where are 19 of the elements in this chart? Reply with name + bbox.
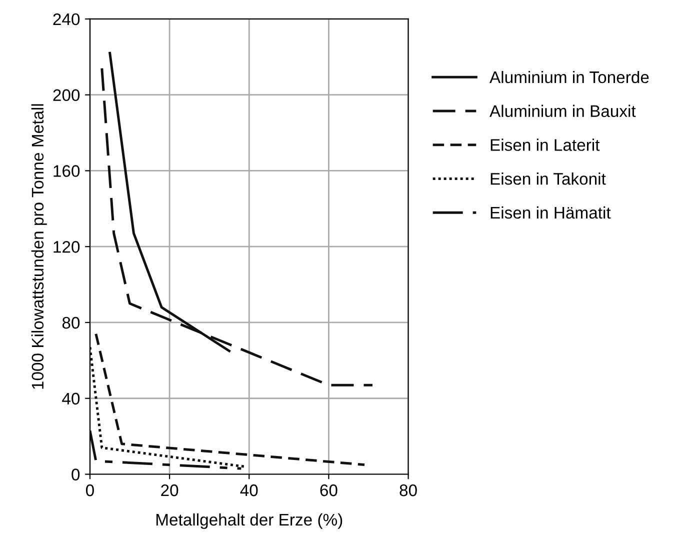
legend-label: Aluminium in Tonerde xyxy=(490,70,649,84)
x-tick-label: 60 xyxy=(320,484,338,496)
x-tick-label: 20 xyxy=(161,484,178,496)
x-tick-label: 80 xyxy=(400,484,417,496)
y-tick-label: 160 xyxy=(54,165,80,177)
legend-label: Eisen in Hämatit xyxy=(490,206,611,219)
y-tick-label: 40 xyxy=(62,392,80,405)
y-tick-label: 0 xyxy=(72,468,80,480)
y-tick-label: 80 xyxy=(62,316,80,329)
y-tick-label: 200 xyxy=(53,89,80,102)
x-axis-title: Metallgehalt der Erze (%) xyxy=(156,513,342,529)
x-tick-label: 40 xyxy=(240,484,258,496)
y-tick-label: 120 xyxy=(54,241,80,253)
legend-label: Eisen in Takonit xyxy=(490,172,606,185)
legend-label: Eisen in Laterit xyxy=(490,138,600,151)
x-tick-label: 0 xyxy=(86,484,94,496)
y-tick-label: 240 xyxy=(53,13,80,26)
legend-label: Aluminium in Bauxit xyxy=(490,104,636,118)
y-axis-title: 1000 Kilowattstunden pro Tonne Metall xyxy=(31,104,47,389)
